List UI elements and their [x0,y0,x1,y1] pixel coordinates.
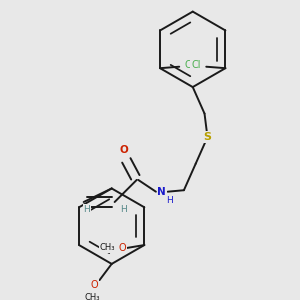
Text: CH₃: CH₃ [100,244,115,253]
Text: Cl: Cl [185,60,194,70]
Text: CH₃: CH₃ [85,293,100,300]
Text: O: O [90,280,98,290]
Text: N: N [158,187,166,197]
Text: H: H [166,196,172,205]
Text: H: H [83,205,90,214]
Text: H: H [120,205,127,214]
Text: Cl: Cl [191,60,201,70]
Text: O: O [118,243,126,253]
Text: O: O [119,146,128,155]
Text: S: S [203,132,211,142]
